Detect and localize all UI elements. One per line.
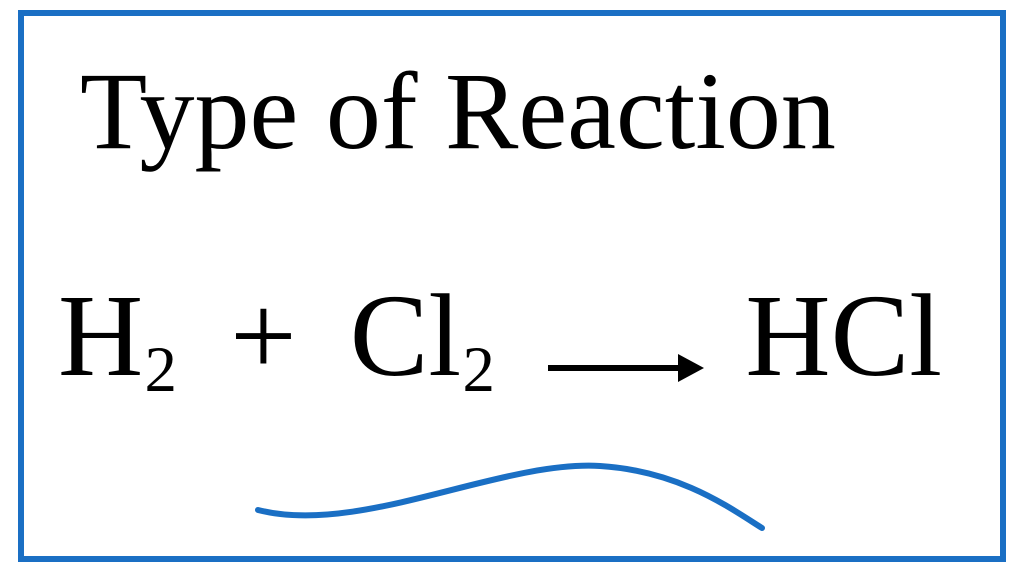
reactant-1: H 2 xyxy=(58,268,177,404)
reaction-arrow xyxy=(548,343,704,375)
reactant-2-sub: 2 xyxy=(463,333,495,408)
chemical-equation: H 2 + Cl 2 HCl xyxy=(58,268,942,404)
plus-operator: + xyxy=(230,268,297,404)
product-1-base: HCl xyxy=(745,268,942,404)
reactant-1-base: H xyxy=(58,268,143,404)
product-1: HCl xyxy=(745,268,942,404)
arrow-icon xyxy=(548,352,704,384)
reactant-1-sub: 2 xyxy=(145,333,177,408)
slide-title: Type of Reaction xyxy=(80,48,836,175)
reactant-2-base: Cl xyxy=(350,268,462,404)
underline-flourish xyxy=(250,448,770,538)
reactant-2: Cl 2 xyxy=(350,268,495,404)
